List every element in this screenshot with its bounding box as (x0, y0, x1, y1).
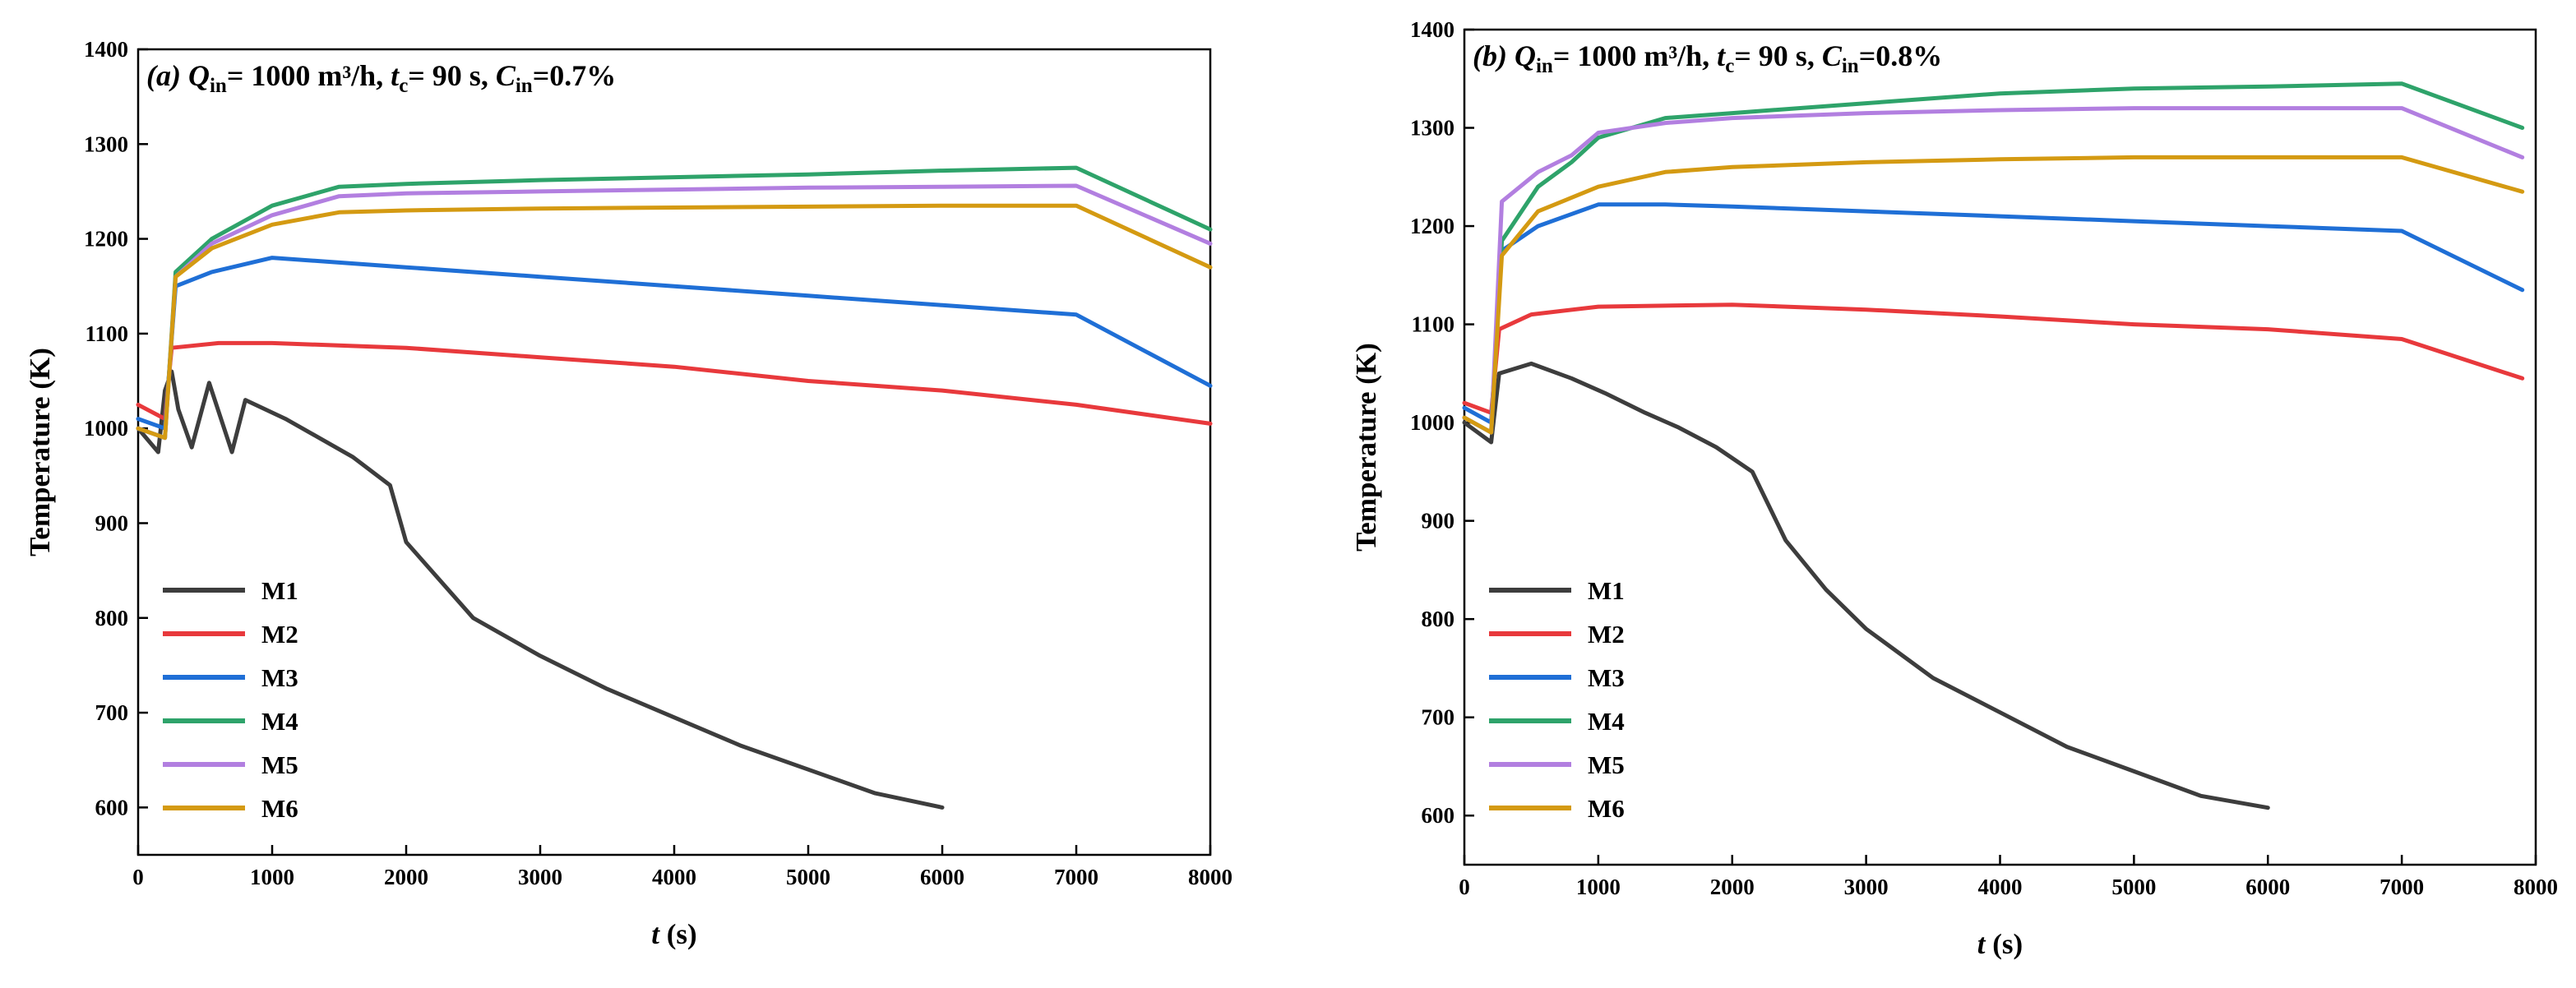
y-tick-label: 1200 (1410, 214, 1454, 238)
y-tick-label: 700 (95, 700, 129, 725)
legend-label-m2: M2 (1588, 620, 1625, 649)
x-tick-label: 6000 (920, 865, 964, 889)
series-line-m4 (136, 165, 1213, 441)
panel-title: (b) Qin= 1000 m³/h, tc= 90 s, Cin=0.8% (1473, 39, 1942, 77)
x-tick-label: 4000 (652, 865, 696, 889)
legend-label-m1: M1 (1588, 576, 1625, 605)
legend-label-m6: M6 (261, 794, 298, 823)
plot-frame (1463, 28, 2537, 866)
x-tick-label: 1000 (250, 865, 294, 889)
legend-label-m4: M4 (1588, 707, 1625, 736)
x-tick-label: 8000 (2514, 875, 2558, 899)
legend-label-m2: M2 (261, 620, 298, 649)
x-tick-label: 7000 (1054, 865, 1098, 889)
y-tick-label: 800 (1422, 607, 1455, 631)
series-line-m1 (1462, 361, 2270, 810)
legend-label-m6: M6 (1588, 794, 1625, 823)
y-tick-label: 600 (95, 795, 129, 819)
x-tick-label: 2000 (1710, 875, 1755, 899)
x-tick-label: 1000 (1576, 875, 1621, 899)
x-tick-label: 4000 (1978, 875, 2023, 899)
legend-label-m5: M5 (261, 750, 298, 779)
x-tick-label: 0 (132, 865, 144, 889)
y-tick-label: 900 (1422, 509, 1455, 533)
x-tick-label: 6000 (2245, 875, 2290, 899)
y-axis-title: Temperature (K) (24, 348, 56, 556)
legend-label-m3: M3 (1588, 663, 1625, 692)
y-tick-label: 1000 (1410, 410, 1454, 435)
series-line-m4 (1462, 81, 2525, 435)
panel-title: (a) Qin= 1000 m³/h, tc= 90 s, Cin=0.7% (146, 59, 616, 97)
x-tick-label: 5000 (786, 865, 830, 889)
y-tick-label: 1300 (84, 132, 128, 156)
x-tick-label: 7000 (2379, 875, 2424, 899)
series-line-m3 (1462, 202, 2525, 425)
y-tick-label: 1300 (1410, 116, 1454, 141)
y-tick-label: 1100 (1411, 312, 1454, 337)
legend-label-m1: M1 (261, 576, 298, 605)
y-axis-title: Temperature (K) (1350, 343, 1382, 552)
x-tick-label: 5000 (2111, 875, 2156, 899)
x-tick-label: 0 (1459, 875, 1470, 899)
series-line-m2 (1462, 302, 2525, 415)
y-tick-label: 600 (1422, 803, 1455, 828)
chart-panel-b: 0 1000 2000 3000 4000 5000 6000 7000 8000 600 700 8… (1350, 17, 2558, 960)
y-tick-label: 800 (95, 606, 129, 630)
y-tick-label: 1400 (84, 37, 128, 62)
chart-panel-a: 0 1000 2000 3000 4000 5000 6000 7000 8000 600 700 8… (24, 37, 1233, 950)
series-line-m2 (136, 340, 1213, 426)
legend-label-m3: M3 (261, 663, 298, 692)
y-tick-label: 1000 (84, 416, 128, 441)
series-line-m5 (1462, 106, 2525, 435)
legend-label-m4: M4 (261, 707, 298, 736)
x-tick-label: 3000 (1844, 875, 1889, 899)
x-tick-label: 2000 (384, 865, 428, 889)
y-tick-label: 900 (95, 510, 129, 535)
x-axis-title: t (s) (1977, 928, 2023, 960)
x-tick-label: 3000 (518, 865, 562, 889)
y-tick-label: 1200 (84, 227, 128, 252)
series-line-m1 (136, 369, 945, 810)
x-tick-label: 8000 (1188, 865, 1233, 889)
series-line-m6 (1462, 155, 2525, 435)
legend-label-m5: M5 (1588, 750, 1625, 779)
y-tick-label: 1400 (1410, 17, 1454, 42)
x-axis-title: t (s) (651, 918, 696, 950)
series-line-m6 (136, 203, 1213, 441)
y-tick-label: 1100 (85, 321, 128, 346)
y-tick-label: 700 (1422, 705, 1455, 730)
